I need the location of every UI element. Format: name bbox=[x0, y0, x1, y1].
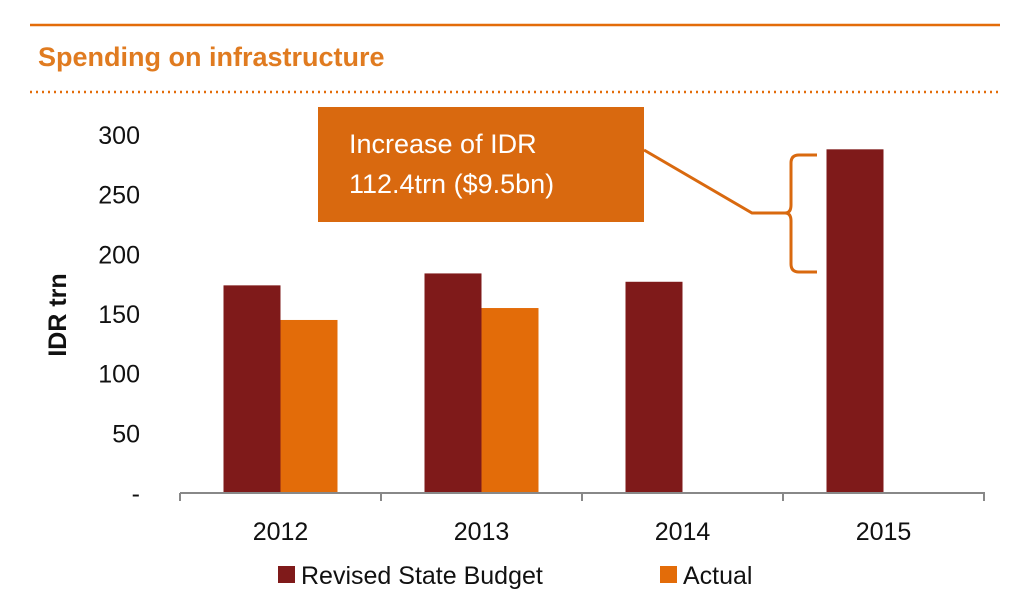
x-tick-label: 2014 bbox=[655, 518, 711, 546]
callout-line-2: 112.4trn ($9.5bn) bbox=[349, 169, 554, 199]
y-tick-label: 250 bbox=[98, 182, 140, 210]
y-tick-label: 50 bbox=[112, 420, 140, 448]
y-axis-label: IDR trn bbox=[44, 273, 72, 356]
bar-revised-state-budget-2015 bbox=[826, 149, 884, 493]
bar-revised-state-budget-2013 bbox=[424, 273, 482, 493]
x-tick-label: 2013 bbox=[454, 518, 510, 546]
callout-leader bbox=[643, 148, 785, 215]
annotation-callout: Increase of IDR 112.4trn ($9.5bn) bbox=[318, 107, 817, 274]
bar-revised-state-budget-2012 bbox=[223, 285, 281, 493]
legend-swatch bbox=[278, 566, 295, 583]
increase-bracket-icon bbox=[784, 153, 817, 274]
bar-actual-2012 bbox=[280, 319, 338, 493]
y-tick-label: 300 bbox=[98, 122, 140, 150]
chart-title: Spending on infrastructure bbox=[38, 42, 385, 72]
legend-swatch bbox=[660, 566, 677, 583]
y-tick-label: 100 bbox=[98, 361, 140, 389]
legend-label: Revised State Budget bbox=[301, 562, 543, 590]
y-tick-label: - bbox=[132, 480, 140, 508]
x-tick-label: 2012 bbox=[253, 518, 309, 546]
bar-revised-state-budget-2014 bbox=[625, 281, 683, 493]
legend: Revised State Budget Actual bbox=[278, 562, 752, 590]
y-tick-label: 150 bbox=[98, 301, 140, 329]
y-tick-label: 200 bbox=[98, 241, 140, 269]
legend-label: Actual bbox=[683, 562, 752, 590]
callout-box bbox=[318, 107, 644, 222]
x-tick-label: 2015 bbox=[856, 518, 912, 546]
callout-line-1: Increase of IDR bbox=[349, 129, 537, 159]
bar-actual-2013 bbox=[481, 308, 539, 493]
